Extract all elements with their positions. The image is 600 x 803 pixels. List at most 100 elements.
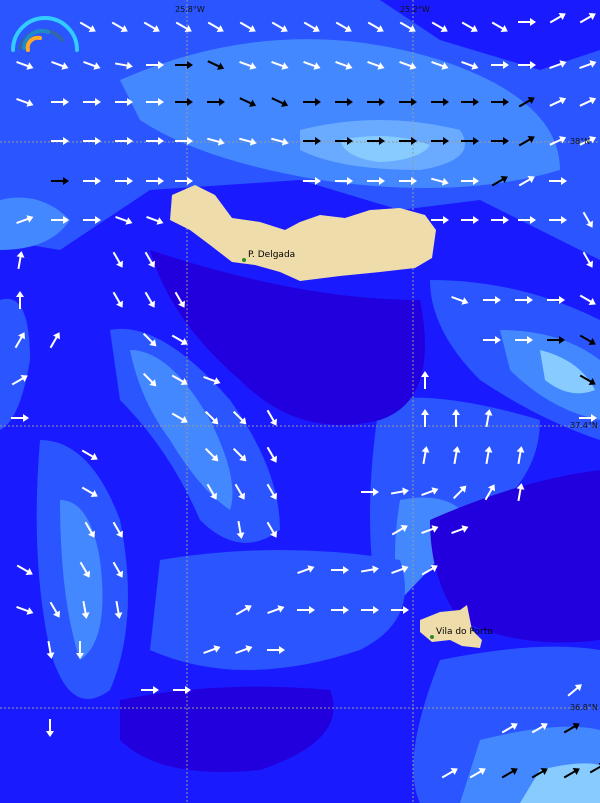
flow-arrow xyxy=(484,484,495,501)
flow-arrow xyxy=(207,137,225,146)
flow-arrow xyxy=(173,686,191,694)
flow-arrow xyxy=(51,98,69,106)
flow-arrow xyxy=(203,375,221,385)
place-label-vila-do-porto: Vila do Porto xyxy=(436,627,493,637)
flow-arrow xyxy=(146,61,164,69)
flow-arrow xyxy=(297,565,315,575)
flow-arrow xyxy=(367,177,385,185)
flow-arrow xyxy=(112,251,123,268)
flow-arrow xyxy=(142,372,157,387)
flow-arrow xyxy=(549,136,567,146)
flow-arrow xyxy=(421,446,430,465)
flow-arrow xyxy=(461,137,479,145)
flow-arrow xyxy=(175,61,193,69)
flow-arrow xyxy=(579,374,596,385)
flow-arrow xyxy=(469,768,486,779)
flow-arrow xyxy=(491,137,509,145)
flow-arrow xyxy=(11,375,28,386)
flow-arrow xyxy=(297,606,315,614)
flow-arrow xyxy=(16,251,25,270)
flow-arrow xyxy=(271,137,289,146)
flow-arrow xyxy=(399,177,417,185)
flow-arrow xyxy=(112,561,123,578)
flow-arrow xyxy=(76,641,84,659)
flow-arrow xyxy=(144,291,155,308)
flow-arrow xyxy=(452,485,467,500)
flow-arrow xyxy=(271,97,289,107)
flow-arrow xyxy=(431,21,448,32)
flow-arrow xyxy=(16,291,24,309)
flow-arrow xyxy=(451,525,469,535)
flow-arrow xyxy=(267,605,285,615)
flow-arrow xyxy=(391,565,409,575)
island-santa-maria xyxy=(420,605,482,648)
flow-arrow xyxy=(452,409,460,427)
flow-arrow xyxy=(515,296,533,304)
flow-arrow xyxy=(146,98,164,106)
flow-arrow xyxy=(235,605,252,616)
flow-arrow xyxy=(146,137,164,145)
flow-arrow xyxy=(174,291,185,308)
flow-arrow xyxy=(115,137,133,145)
flow-arrow xyxy=(563,768,580,779)
flow-arrow xyxy=(83,216,101,224)
flow-arrow xyxy=(579,13,596,24)
latitude-label: 36.8°N xyxy=(570,703,598,712)
flow-arrow xyxy=(141,686,159,694)
flow-arrow xyxy=(175,177,193,185)
flow-arrow xyxy=(142,332,157,347)
flow-arrow xyxy=(115,98,133,106)
flow-arrow xyxy=(335,98,353,106)
flow-arrow xyxy=(114,600,123,619)
flow-arrow xyxy=(421,487,439,497)
flow-arrow xyxy=(431,60,449,70)
flow-arrow xyxy=(399,60,417,70)
flow-arrow xyxy=(579,136,597,146)
flow-arrow xyxy=(146,177,164,185)
flow-arrow xyxy=(232,447,247,462)
flow-arrow xyxy=(16,60,34,70)
flow-arrow xyxy=(518,176,535,187)
flow-arrow xyxy=(367,21,384,32)
flow-arrow xyxy=(207,60,225,70)
flow-arrow xyxy=(84,521,95,538)
flow-arrow xyxy=(171,374,188,385)
flow-arrow xyxy=(518,216,536,224)
flow-arrow xyxy=(235,645,253,655)
flow-arrow xyxy=(399,98,417,106)
flow-arrow xyxy=(303,21,320,32)
flow-arrow xyxy=(491,21,508,32)
flow-arrow xyxy=(549,177,567,185)
flow-arrow xyxy=(491,61,509,69)
flow-arrow xyxy=(271,60,289,70)
flow-arrow xyxy=(484,409,493,428)
flow-arrow xyxy=(16,97,34,107)
flow-arrow xyxy=(303,177,321,185)
flow-arrow xyxy=(81,600,90,619)
flow-arrow xyxy=(175,137,193,145)
flow-arrow xyxy=(207,98,225,106)
flow-arrow xyxy=(531,723,548,734)
flow-arrow xyxy=(51,216,69,224)
flow-arrow xyxy=(81,486,98,497)
flow-arrow xyxy=(579,414,597,422)
flow-arrow xyxy=(531,768,548,779)
flow-arrow xyxy=(567,684,582,697)
flow-arrow xyxy=(589,763,600,774)
flow-arrow xyxy=(234,483,245,500)
flow-arrow xyxy=(239,137,257,146)
flow-arrow xyxy=(431,216,449,224)
flow-arrow xyxy=(51,177,69,185)
flow-arrow xyxy=(239,21,256,32)
flow-arrow xyxy=(547,296,565,304)
flow-arrow xyxy=(46,640,55,659)
flow-arrow xyxy=(16,605,34,615)
flow-arrow xyxy=(207,21,224,32)
flow-arrow xyxy=(303,60,321,70)
flow-arrow xyxy=(549,60,567,70)
flow-arrow xyxy=(335,21,352,32)
flow-arrow xyxy=(461,21,478,32)
flow-arrow xyxy=(579,60,597,70)
